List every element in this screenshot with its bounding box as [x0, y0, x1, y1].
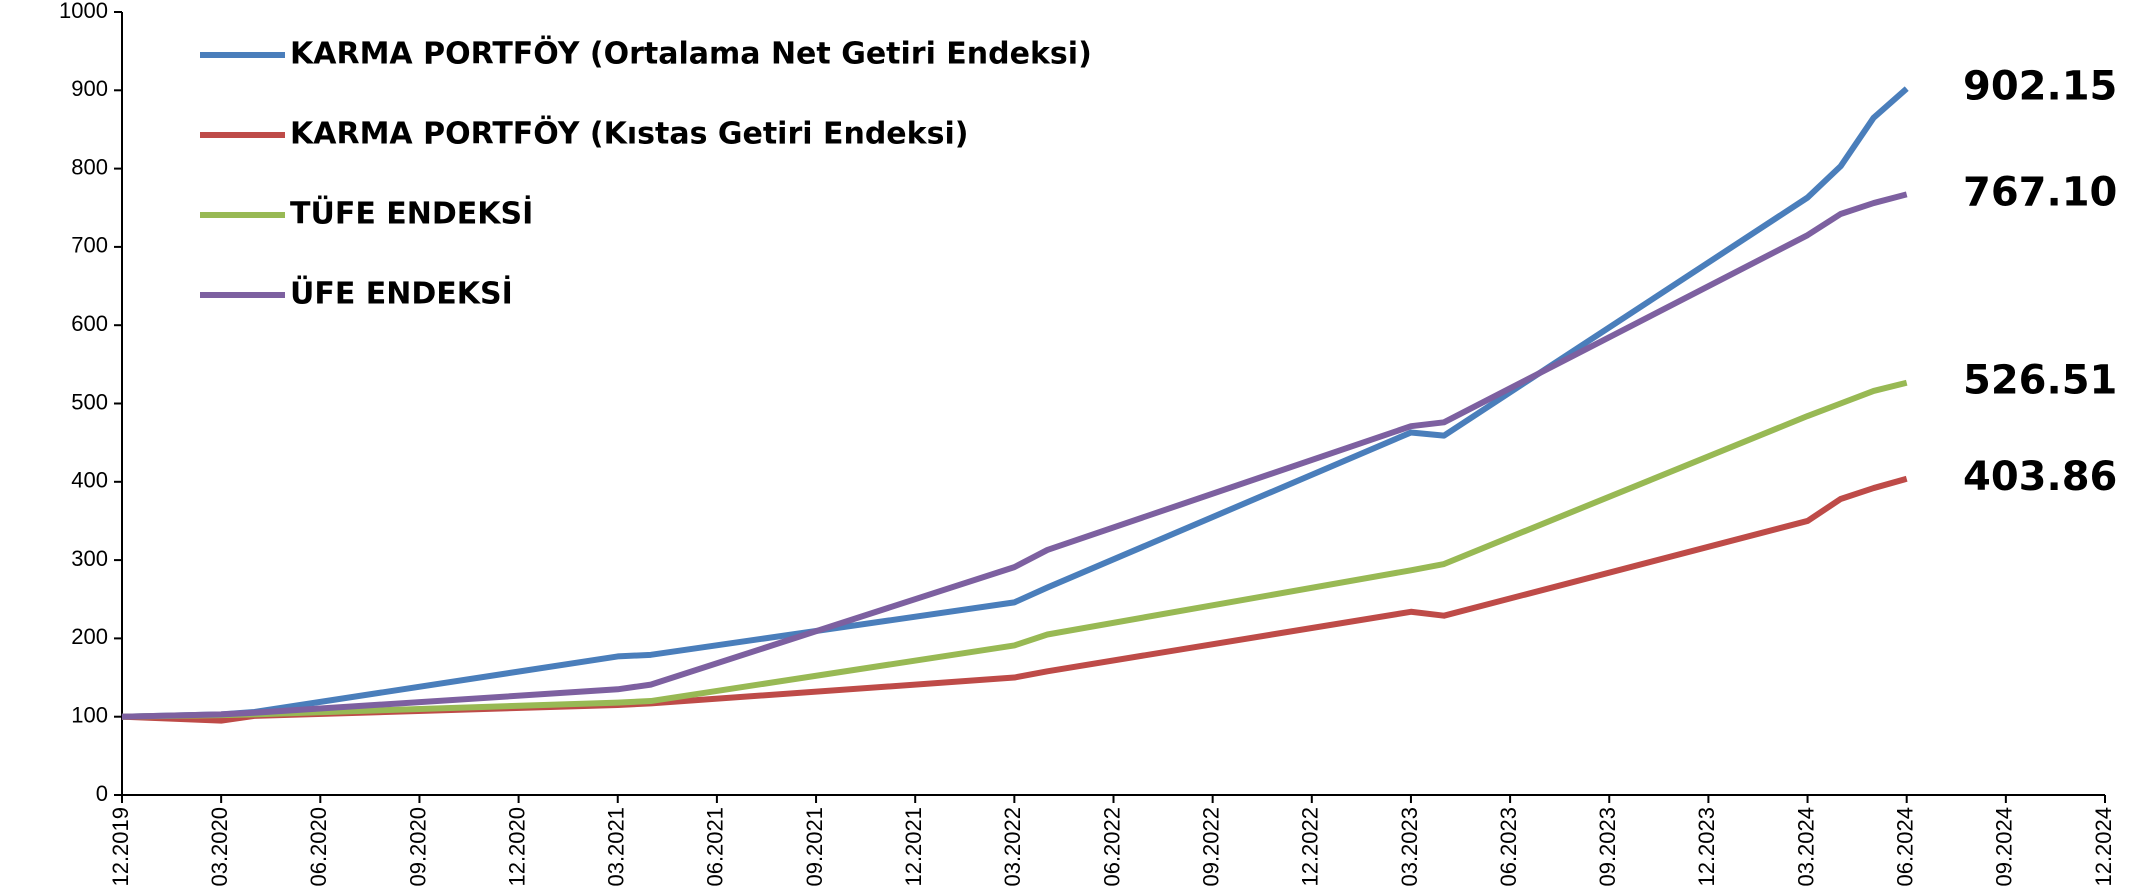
legend-label: KARMA PORTFÖY (Kıstas Getiri Endeksi) — [290, 115, 968, 152]
y-tick-label: 100 — [71, 703, 108, 728]
x-tick-label: 09.2020 — [405, 807, 430, 887]
x-tick-label: 12.2021 — [901, 807, 926, 887]
end-label: 902.15 — [1963, 64, 2117, 110]
x-tick-label: 03.2022 — [1000, 807, 1025, 887]
series-line — [121, 379, 1908, 720]
legend-label: ÜFE ENDEKSİ — [290, 275, 513, 312]
y-tick-label: 0 — [96, 781, 108, 806]
x-tick-label: 06.2023 — [1496, 807, 1521, 887]
x-tick-label: 12.2022 — [1298, 807, 1323, 887]
x-tick-label: 09.2024 — [1992, 807, 2017, 887]
y-tick-label: 400 — [71, 468, 108, 493]
x-tick-label: 12.2019 — [108, 807, 133, 887]
end-label: 403.86 — [1963, 454, 2117, 500]
x-tick-label: 09.2022 — [1198, 807, 1223, 887]
series-line — [121, 191, 1908, 720]
y-tick-label: 300 — [71, 546, 108, 571]
y-tick-label: 600 — [71, 311, 108, 336]
x-tick-label: 12.2020 — [504, 807, 529, 887]
x-tick-label: 12.2023 — [1694, 807, 1719, 887]
y-tick-label: 200 — [71, 624, 108, 649]
end-label: 767.10 — [1963, 169, 2117, 215]
x-tick-label: 03.2023 — [1397, 807, 1422, 887]
y-tick-label: 800 — [71, 154, 108, 179]
y-tick-label: 700 — [71, 233, 108, 258]
y-tick-label: 500 — [71, 389, 108, 414]
end-label: 526.51 — [1963, 358, 2117, 404]
y-tick-label: 1000 — [59, 0, 108, 23]
x-tick-label: 06.2024 — [1893, 807, 1918, 887]
x-tick-label: 09.2021 — [802, 807, 827, 887]
legend-label: KARMA PORTFÖY (Ortalama Net Getiri Endek… — [290, 35, 1092, 72]
x-tick-label: 06.2022 — [1099, 807, 1124, 887]
x-tick-label: 06.2020 — [306, 807, 331, 887]
x-tick-label: 03.2020 — [207, 807, 232, 887]
x-tick-label: 03.2024 — [1793, 807, 1818, 887]
x-tick-label: 12.2024 — [2091, 807, 2116, 887]
x-tick-label: 09.2023 — [1595, 807, 1620, 887]
series-line — [121, 86, 1909, 720]
x-tick-label: 03.2021 — [604, 807, 629, 887]
legend-label: TÜFE ENDEKSİ — [290, 195, 533, 232]
x-tick-label: 06.2021 — [703, 807, 728, 887]
y-tick-label: 900 — [71, 76, 108, 101]
